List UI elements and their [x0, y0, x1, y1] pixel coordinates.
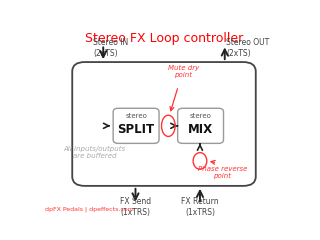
Text: Stereo FX Loop controller: Stereo FX Loop controller: [85, 31, 243, 45]
Text: dpFX Pedals | dpeffects.com: dpFX Pedals | dpeffects.com: [45, 206, 134, 212]
Text: Phase reverse
point: Phase reverse point: [197, 166, 247, 179]
Text: Stereo IN
(2xTS): Stereo IN (2xTS): [93, 38, 129, 58]
Text: stereo: stereo: [125, 113, 147, 119]
Text: Stereo OUT
(2xTS): Stereo OUT (2xTS): [226, 38, 269, 58]
Text: stereo: stereo: [190, 113, 212, 119]
Text: Mute dry
point: Mute dry point: [168, 65, 199, 78]
Text: FX Return
(1xTRS): FX Return (1xTRS): [181, 197, 219, 217]
Text: All inputs/outputs
are buffered: All inputs/outputs are buffered: [63, 146, 126, 159]
FancyBboxPatch shape: [113, 108, 159, 143]
FancyBboxPatch shape: [72, 62, 256, 186]
FancyBboxPatch shape: [178, 108, 224, 143]
Text: FX Send
(1xTRS): FX Send (1xTRS): [120, 197, 151, 217]
Text: MIX: MIX: [188, 123, 213, 136]
Text: SPLIT: SPLIT: [117, 123, 155, 136]
